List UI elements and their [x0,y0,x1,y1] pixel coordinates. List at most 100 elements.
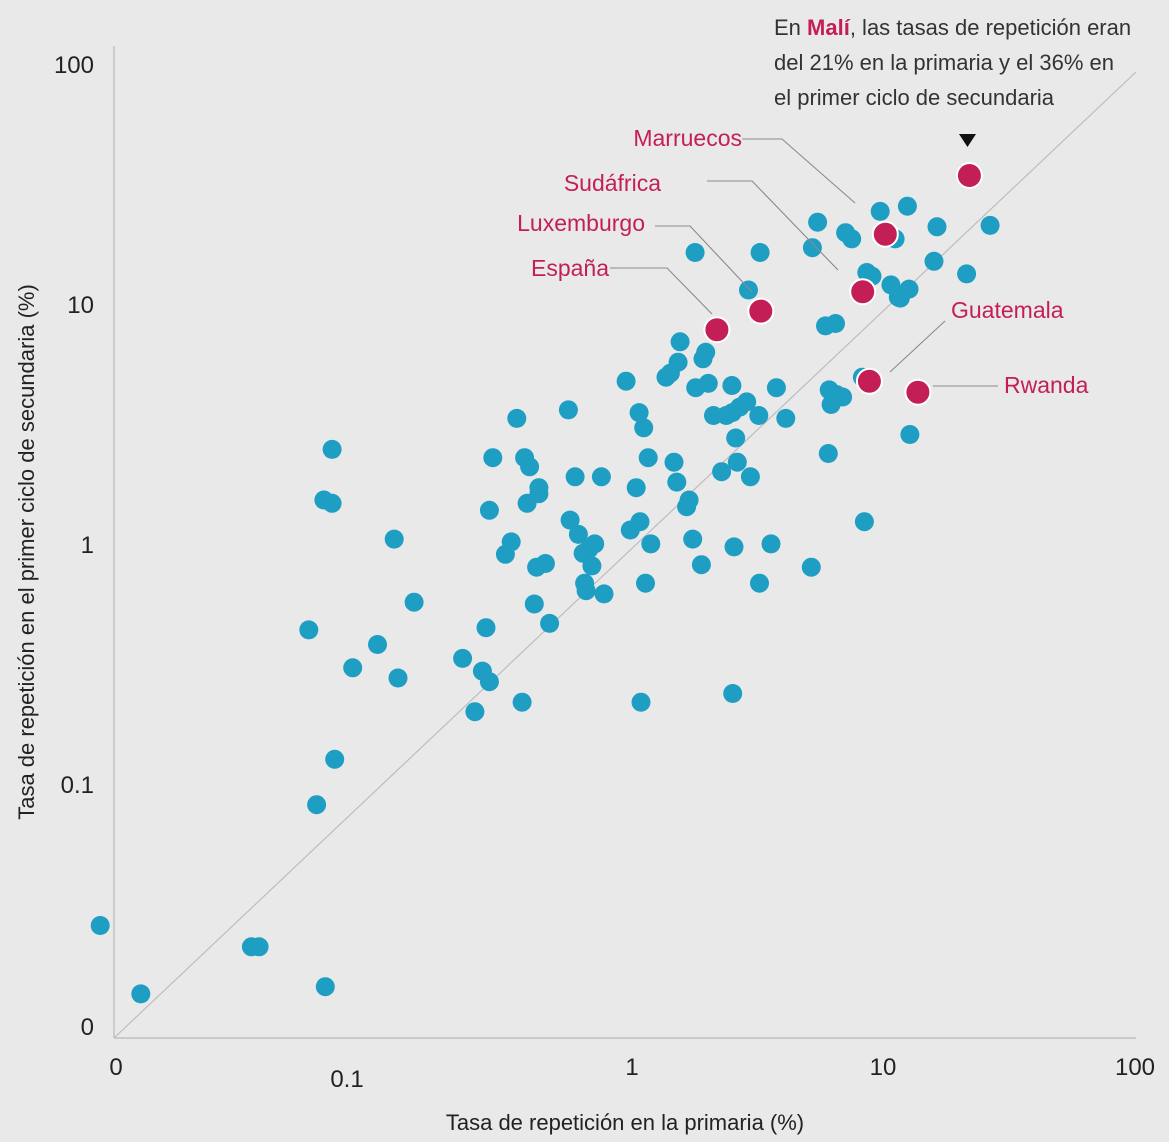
data-point [801,557,821,577]
data-point [453,648,473,668]
annotation-line-1-rest: , las tasas de repetición eran [850,15,1131,40]
annotation-line-2: del 21% en la primaria y el 36% en [774,50,1114,75]
data-point [591,467,611,487]
data-point [322,493,342,513]
leader-line-marruecos [742,138,856,204]
data-points [90,196,1000,1004]
annotation-country: Malí [807,15,851,40]
x-tick-label: 0 [109,1054,122,1081]
data-point [726,428,746,448]
data-point [322,439,342,459]
y-tick-label: 0.1 [61,772,94,799]
data-point [900,425,920,444]
data-point [307,795,327,815]
data-point [631,692,651,712]
data-point [727,452,747,472]
data-point [802,238,822,258]
data-point [761,534,781,554]
data-point [585,534,605,554]
data-point [582,556,602,576]
data-point [479,500,499,520]
data-point [540,613,560,633]
x-axis-title: Tasa de repetición en la primaria (%) [446,1110,804,1135]
highlighted-point-espana [703,316,731,344]
data-point [980,215,1000,235]
label-rwanda: Rwanda [1004,372,1089,398]
data-point [927,217,947,237]
highlighted-point-mali [955,162,983,189]
highlighted-point-marruecos [871,220,899,248]
data-point [712,462,732,482]
data-point [897,196,917,216]
data-point [616,371,636,391]
data-point [696,342,716,362]
data-point [683,529,703,549]
annotation-prefix: En [774,15,807,40]
highlighted-point-sudafrica [849,278,877,306]
data-point [899,279,919,299]
data-point [299,620,319,640]
data-point [343,658,363,678]
y-tick-label: 0 [81,1014,94,1041]
data-point [576,581,596,601]
label-luxemburgo: Luxemburgo [517,210,645,236]
data-point [870,201,890,221]
data-point [667,472,687,492]
data-point [626,478,646,498]
data-point [629,403,649,423]
data-point [384,529,404,549]
highlight-labels: Marruecos Sudáfrica Luxemburgo España Gu… [517,125,1088,398]
data-point [636,573,655,593]
data-point [638,448,658,468]
data-point [325,749,345,769]
data-point [749,406,769,425]
mali-annotation: En Malí, las tasas de repetición eran de… [774,15,1131,147]
y-tick-labels: 100 10 1 0.1 0 [54,52,94,1041]
x-tick-label: 0.1 [330,1066,363,1093]
data-point [737,392,757,412]
data-point [740,467,760,487]
data-point [404,592,424,612]
data-point [722,376,742,395]
data-point [826,314,845,333]
data-point [568,524,588,544]
annotation-line-3: el primer ciclo de secundaria [774,85,1055,110]
leader-line-sudafrica [707,180,839,271]
annotation-pointer-arrow [959,134,976,147]
data-point [476,618,496,638]
data-point [776,408,796,428]
leader-lines [610,138,998,387]
data-point [739,280,758,300]
x-tick-labels: 0 0.1 1 10 100 [109,1054,1155,1093]
label-guatemala: Guatemala [951,297,1064,323]
data-point [131,984,151,1004]
annotation-line-1: En Malí, las tasas de repetición eran [774,15,1131,40]
identity-reference-line [113,71,1137,1039]
data-point [529,484,549,504]
data-point [957,264,977,284]
x-tick-label: 1 [625,1054,638,1081]
y-axis-title: Tasa de repetición en el primer ciclo de… [14,284,39,820]
highlighted-point-luxemburgo [747,297,775,325]
data-point [90,916,110,935]
data-point [679,490,699,510]
data-point [388,668,408,688]
data-point [501,532,521,552]
y-tick-label: 10 [67,292,94,319]
data-point [641,534,661,554]
data-point [668,352,688,372]
data-point [560,510,580,530]
leader-line-espana [610,267,713,315]
data-point [766,378,786,398]
label-marruecos: Marruecos [633,125,742,151]
data-point [833,387,853,407]
data-point [723,684,743,703]
data-point [924,251,944,271]
data-point [558,400,578,420]
highlighted-point-guatemala [855,367,883,395]
data-point [685,243,705,262]
data-point [854,512,874,532]
data-point [818,444,838,463]
data-point [465,702,485,722]
highlighted-points [703,162,983,406]
